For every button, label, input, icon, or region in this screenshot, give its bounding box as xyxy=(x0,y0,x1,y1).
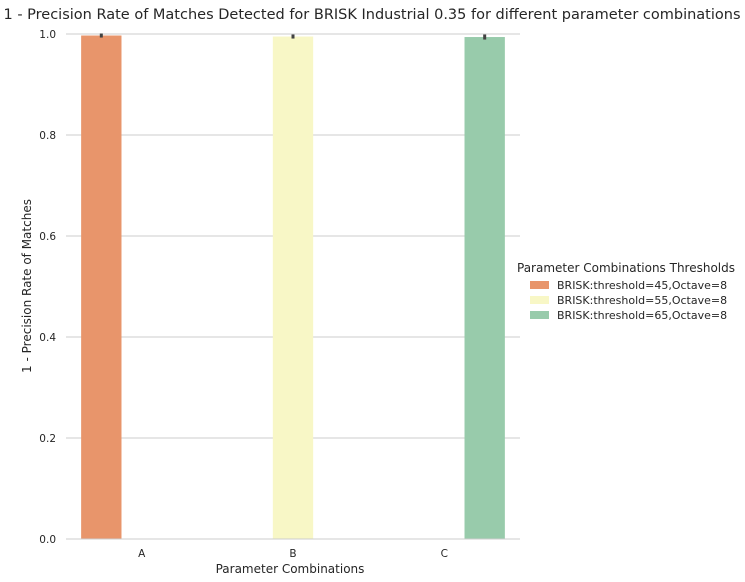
y-tick-label: 0.8 xyxy=(39,130,56,142)
legend-swatch xyxy=(530,281,549,289)
legend-label: BRISK:threshold=65,Octave=8 xyxy=(557,309,727,322)
chart-title: 1 - Precision Rate of Matches Detected f… xyxy=(3,7,740,23)
error-bars xyxy=(99,33,487,40)
legend-swatch xyxy=(530,311,549,319)
y-axis-ticks: 0.0 0.2 0.4 0.6 0.8 1.0 xyxy=(39,29,56,546)
y-tick-label: 0.4 xyxy=(39,332,56,344)
legend-label: BRISK:threshold=45,Octave=8 xyxy=(557,279,727,292)
bar xyxy=(464,37,505,539)
x-axis-label: Parameter Combinations xyxy=(216,562,365,576)
bar xyxy=(81,35,122,539)
y-axis-label: 1 - Precision Rate of Matches xyxy=(20,199,34,373)
x-tick-label: A xyxy=(138,548,146,560)
y-tick-label: 0.0 xyxy=(39,534,56,546)
bar xyxy=(272,36,314,540)
legend: Parameter Combinations Thresholds BRISK:… xyxy=(517,261,735,322)
bars xyxy=(81,35,505,540)
legend-label: BRISK:threshold=55,Octave=8 xyxy=(557,294,727,307)
legend-title: Parameter Combinations Thresholds xyxy=(517,261,735,275)
y-tick-label: 0.2 xyxy=(39,433,56,445)
x-tick-label: B xyxy=(289,548,296,560)
y-tick-label: 0.6 xyxy=(39,231,56,243)
legend-swatch xyxy=(530,296,549,304)
y-tick-label: 1.0 xyxy=(39,29,56,41)
x-axis-ticks: A B C xyxy=(138,548,448,560)
x-tick-label: C xyxy=(441,548,448,560)
